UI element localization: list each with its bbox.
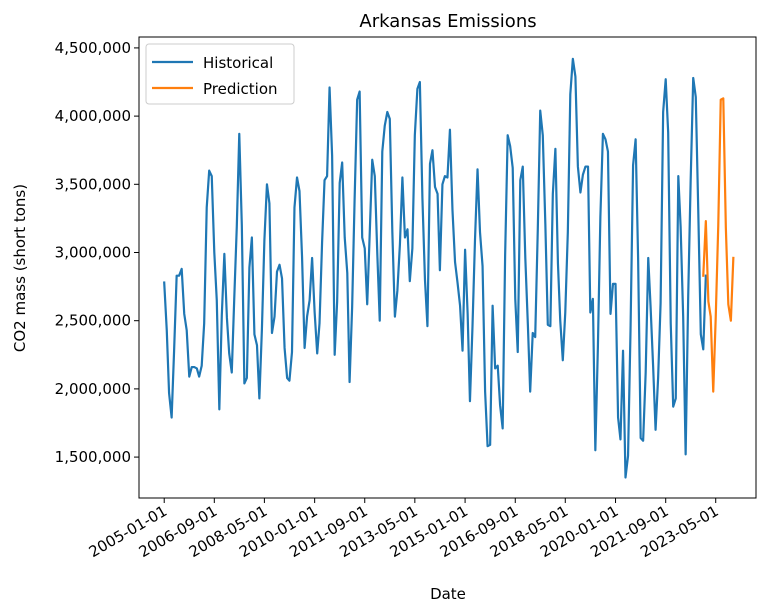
plot-area	[138, 36, 757, 499]
x-axis-label: Date	[430, 585, 466, 603]
series-line-historical	[163, 57, 707, 479]
y-tick-label: 3,000,000	[55, 243, 131, 261]
legend-label-historical: Historical	[203, 54, 273, 72]
chart-title: Arkansas Emissions	[359, 11, 536, 32]
y-tick-label: 2,500,000	[55, 312, 131, 330]
plot-frame	[138, 36, 757, 499]
y-tick-label: 3,500,000	[55, 175, 131, 193]
y-tick-label: 4,500,000	[55, 39, 131, 57]
y-tick-label: 4,000,000	[55, 107, 131, 125]
y-tick-label: 2,000,000	[55, 380, 131, 398]
legend-label-prediction: Prediction	[203, 80, 278, 98]
series-layer	[163, 57, 735, 479]
y-axis-label: CO2 mass (short tons)	[11, 184, 29, 352]
legend: Historical Prediction	[145, 43, 295, 105]
y-tick-label: 1,500,000	[55, 448, 131, 466]
series-line-prediction	[702, 97, 735, 393]
y-axis: 1,500,000 2,000,000 2,500,000 3,000,000 3,50…	[55, 39, 139, 466]
